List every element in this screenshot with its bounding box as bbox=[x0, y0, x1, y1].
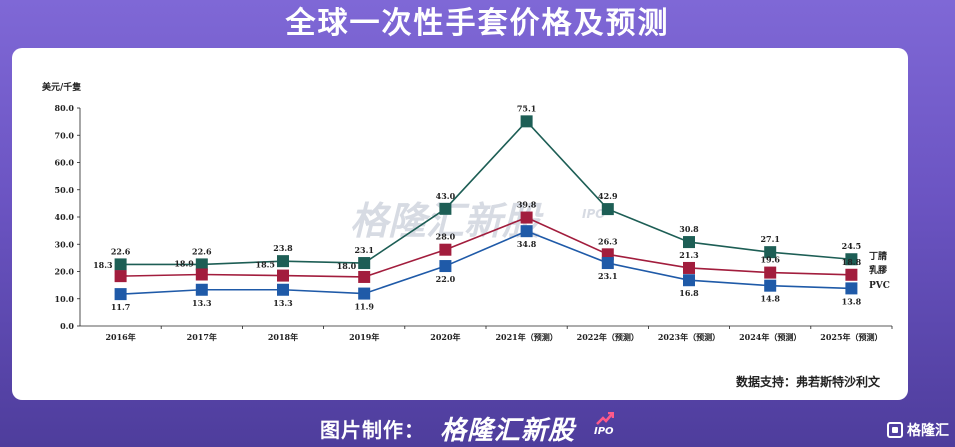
chart-card: 格隆汇新股 IPO 美元/千隻 0.0 10.0 20.0 30.0 40.0 50.0 6… bbox=[12, 48, 908, 400]
data-point bbox=[195, 268, 208, 281]
y-tick-label: 50.0 bbox=[55, 185, 75, 195]
x-tick-label: 2021年（预测） bbox=[495, 332, 557, 342]
footer-ipo: IPO bbox=[594, 426, 614, 437]
x-tick-label: 2024年（预测） bbox=[739, 332, 801, 342]
data-label: 19.6 bbox=[760, 255, 780, 265]
data-point bbox=[601, 203, 614, 216]
data-label: 30.8 bbox=[679, 224, 699, 234]
legend-label-2: PVC bbox=[869, 281, 890, 291]
data-label: 28.0 bbox=[436, 232, 456, 242]
x-tick-label: 2018年 bbox=[268, 332, 298, 342]
x-tick-label: 2025年（预测） bbox=[820, 332, 882, 342]
data-point bbox=[683, 261, 695, 274]
data-point bbox=[114, 288, 127, 301]
y-tick-label: 20.0 bbox=[55, 267, 75, 277]
data-label: 43.0 bbox=[436, 191, 456, 201]
data-label: 27.1 bbox=[760, 234, 779, 244]
data-label: 23.8 bbox=[273, 243, 293, 253]
footer: 图片制作： 格隆汇新股 IPO 格隆汇 bbox=[0, 410, 955, 447]
data-point bbox=[845, 282, 858, 295]
data-point bbox=[195, 258, 208, 271]
data-point bbox=[520, 225, 533, 238]
legend-label-1: 乳膠 bbox=[869, 264, 887, 276]
data-label: 75.1 bbox=[517, 103, 536, 113]
y-tick-label: 40.0 bbox=[55, 212, 75, 222]
data-point bbox=[439, 202, 452, 215]
data-point bbox=[683, 274, 695, 287]
series-line-0 bbox=[120, 120, 852, 266]
series-line-2 bbox=[120, 230, 852, 295]
data-label: 18.0 bbox=[337, 261, 357, 271]
data-source: 数据支持：弗若斯特沙利文 bbox=[735, 375, 880, 389]
data-point bbox=[764, 246, 777, 259]
data-label: 23.1 bbox=[354, 245, 373, 255]
footer-credit: 图片制作： bbox=[320, 418, 425, 442]
watermark-sub: IPO bbox=[582, 207, 605, 221]
data-point bbox=[277, 255, 289, 268]
data-label: 22.6 bbox=[111, 246, 131, 256]
trend-arrow-icon bbox=[596, 412, 614, 425]
legend-label-0: 丁腈 bbox=[869, 250, 887, 262]
data-label: 18.8 bbox=[842, 257, 862, 267]
data-label: 24.5 bbox=[842, 241, 861, 251]
data-point bbox=[358, 270, 371, 283]
data-label: 42.9 bbox=[598, 191, 618, 201]
data-label: 14.8 bbox=[760, 294, 780, 304]
y-tick-label: 30.0 bbox=[55, 239, 75, 249]
data-point bbox=[277, 283, 289, 296]
data-label: 11.9 bbox=[354, 302, 374, 312]
data-point bbox=[845, 268, 858, 281]
data-point bbox=[764, 266, 777, 279]
data-label: 13.3 bbox=[192, 298, 212, 308]
footer-brand: 格隆汇新股 bbox=[440, 416, 576, 446]
data-label: 23.1 bbox=[598, 271, 617, 281]
data-point bbox=[764, 279, 777, 292]
data-point bbox=[358, 287, 371, 300]
x-tick-label: 2019年 bbox=[349, 332, 379, 342]
data-label: 18.9 bbox=[174, 258, 194, 268]
logo-text: 格隆汇 bbox=[907, 423, 949, 439]
data-point bbox=[845, 253, 858, 266]
brand-logo: 格隆汇 bbox=[887, 420, 949, 440]
data-point bbox=[520, 115, 533, 128]
y-tick-label: 80.0 bbox=[55, 103, 75, 113]
data-label: 18.5 bbox=[256, 260, 275, 270]
data-label: 18.3 bbox=[93, 260, 113, 270]
price-line-chart: 格隆汇新股 IPO 美元/千隻 0.010.020.030.040.050.06… bbox=[42, 81, 893, 342]
data-point bbox=[683, 236, 695, 249]
data-point bbox=[114, 258, 127, 271]
data-point bbox=[520, 211, 533, 224]
data-label: 16.8 bbox=[679, 288, 699, 298]
x-tick-label: 2020年 bbox=[430, 332, 460, 342]
data-label: 34.8 bbox=[517, 239, 537, 249]
y-axis-unit: 美元/千隻 bbox=[42, 81, 81, 93]
data-label: 11.7 bbox=[111, 302, 130, 312]
data-point bbox=[114, 270, 127, 283]
data-label: 21.3 bbox=[679, 250, 699, 260]
series-line-1 bbox=[120, 216, 852, 278]
data-point bbox=[439, 243, 452, 256]
data-label: 13.8 bbox=[842, 296, 862, 306]
y-tick-label: 10.0 bbox=[55, 294, 75, 304]
x-tick-label: 2023年（预测） bbox=[658, 332, 720, 342]
logo-icon bbox=[887, 422, 903, 438]
data-label: 39.8 bbox=[517, 200, 537, 210]
data-point bbox=[195, 283, 208, 296]
data-label: 13.3 bbox=[273, 298, 293, 308]
data-point bbox=[601, 257, 614, 270]
data-point bbox=[358, 257, 371, 270]
x-tick-label: 2022年（预测） bbox=[577, 332, 639, 342]
y-tick-label: 70.0 bbox=[55, 130, 75, 140]
page-title: 全球一次性手套价格及预测 bbox=[285, 6, 670, 41]
x-tick-label: 2016年 bbox=[105, 332, 135, 342]
data-label: 22.0 bbox=[436, 274, 456, 284]
y-tick-label: 0.0 bbox=[60, 321, 74, 331]
data-point bbox=[439, 260, 452, 273]
data-label: 22.6 bbox=[192, 246, 212, 256]
y-tick-label: 60.0 bbox=[55, 158, 75, 168]
x-tick-label: 2017年 bbox=[187, 332, 217, 342]
data-point bbox=[277, 269, 289, 282]
data-label: 26.3 bbox=[598, 236, 618, 246]
